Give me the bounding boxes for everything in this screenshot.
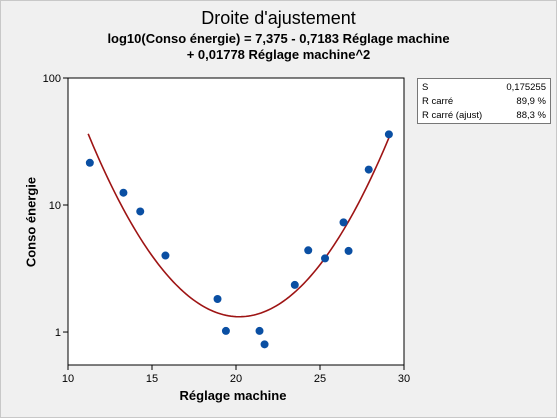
data-point-10 — [304, 246, 313, 255]
stats-row-s: S 0,175255 — [422, 82, 546, 95]
chart-title: Droite d'ajustement — [201, 8, 356, 28]
x-tick-label-25: 25 — [314, 373, 326, 385]
stats-value-r-carre: 89,9 % — [516, 96, 546, 107]
data-point-3 — [136, 207, 145, 216]
x-tick-label-15: 15 — [146, 373, 158, 385]
stats-box: S 0,175255 R carré 89,9 % R carré (ajust… — [417, 78, 551, 124]
data-point-4 — [161, 251, 170, 260]
data-point-5 — [213, 294, 222, 303]
data-point-11 — [321, 254, 330, 263]
y-tick-label-10: 10 — [49, 200, 61, 212]
x-tick-label-30: 30 — [398, 373, 410, 385]
stats-label-r-carre-ajust: R carré (ajust) — [422, 110, 483, 121]
data-point-6 — [221, 326, 230, 335]
stats-row-r-carre-ajust: R carré (ajust) 88,3 % — [422, 110, 546, 123]
stats-label-s: S — [422, 82, 429, 93]
y-axis-label: Conso énergie — [23, 176, 39, 268]
stats-row-r-carre: R carré 89,9 % — [422, 96, 546, 109]
data-point-12 — [339, 218, 348, 227]
data-point-2 — [119, 188, 128, 197]
data-point-7 — [255, 326, 264, 335]
x-tick-label-10: 10 — [62, 373, 74, 385]
chart-subtitle-line2: + 0,01778 Réglage machine^2 — [186, 47, 371, 62]
data-point-14 — [364, 165, 373, 174]
fit-curve — [87, 133, 390, 318]
x-tick-label-20: 20 — [230, 373, 242, 385]
chart-subtitle-line1: log10(Conso énergie) = 7,375 - 0,7183 Ré… — [107, 31, 450, 46]
stats-label-r-carre: R carré — [422, 96, 454, 107]
data-point-9 — [290, 280, 299, 289]
y-tick-label-1: 1 — [55, 327, 61, 339]
stats-value-s: 0,175255 — [506, 82, 546, 93]
data-point-1 — [85, 158, 94, 167]
y-tick-label-100: 100 — [43, 73, 61, 85]
data-point-15 — [384, 130, 393, 139]
stats-value-r-carre-ajust: 88,3 % — [516, 110, 546, 121]
x-axis-label: Réglage machine — [179, 388, 287, 403]
data-point-13 — [344, 246, 353, 255]
plot-frame — [67, 77, 405, 366]
data-point-8 — [260, 340, 269, 349]
